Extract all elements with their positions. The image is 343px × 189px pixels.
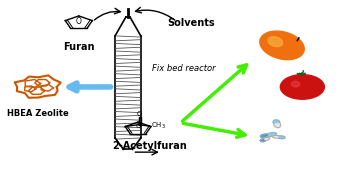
Text: Furan: Furan — [63, 42, 95, 52]
Ellipse shape — [279, 136, 285, 139]
Text: O: O — [76, 17, 82, 26]
Ellipse shape — [260, 139, 265, 142]
Text: 2-Acetylfuran: 2-Acetylfuran — [113, 141, 187, 151]
Text: O: O — [135, 123, 141, 129]
Ellipse shape — [268, 37, 283, 46]
Ellipse shape — [265, 137, 270, 140]
Ellipse shape — [260, 134, 269, 138]
Circle shape — [280, 75, 324, 99]
Ellipse shape — [274, 124, 281, 128]
Text: CH$_3$: CH$_3$ — [151, 121, 166, 131]
Text: Solvents: Solvents — [167, 18, 214, 28]
Ellipse shape — [268, 132, 276, 136]
Ellipse shape — [291, 81, 300, 87]
Text: O: O — [137, 111, 142, 116]
Ellipse shape — [260, 31, 304, 60]
Ellipse shape — [273, 120, 280, 124]
Ellipse shape — [272, 135, 279, 138]
Text: Fix bed reactor: Fix bed reactor — [152, 64, 215, 73]
Text: HBEA Zeolite: HBEA Zeolite — [7, 109, 69, 118]
